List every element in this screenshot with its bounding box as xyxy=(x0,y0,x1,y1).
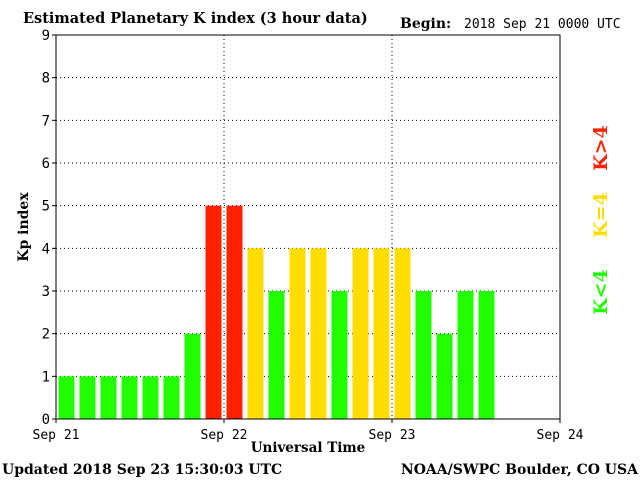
legend-k-less-4: K<4 xyxy=(590,269,612,315)
kp-bar xyxy=(247,248,264,419)
chart-title: Estimated Planetary K index (3 hour data… xyxy=(23,10,368,27)
kp-bar xyxy=(79,376,96,419)
y-tick-label: 2 xyxy=(42,327,50,343)
kp-bar xyxy=(184,333,201,419)
kp-bar xyxy=(394,248,411,419)
kp-bar xyxy=(478,291,495,419)
y-tick-label: 9 xyxy=(42,28,50,44)
grid-lines xyxy=(56,35,560,419)
kp-bar xyxy=(205,205,222,419)
kp-bar xyxy=(100,376,117,419)
y-tick-label: 3 xyxy=(42,284,50,300)
kp-bar xyxy=(268,291,285,419)
x-axis-ticks: Sep 21 Sep 22 Sep 23 Sep 24 xyxy=(33,419,584,443)
legend-k-greater-4: K>4 xyxy=(590,125,612,171)
x-tick-label: Sep 22 xyxy=(201,428,248,443)
begin-date: 2018 Sep 21 0000 UTC xyxy=(464,17,621,32)
y-tick-label: 6 xyxy=(42,156,50,172)
legend-k-equal-4: K=4 xyxy=(590,192,612,238)
x-tick-label: Sep 24 xyxy=(537,428,584,443)
kp-bar xyxy=(331,291,348,419)
y-tick-label: 7 xyxy=(42,113,50,129)
y-tick-label: 4 xyxy=(42,241,50,257)
begin-label: Begin: xyxy=(400,16,451,32)
y-tick-label: 5 xyxy=(42,199,50,215)
bar-series xyxy=(58,205,495,419)
updated-timestamp: Updated 2018 Sep 23 15:30:03 UTC xyxy=(2,462,282,478)
x-tick-label: Sep 21 xyxy=(33,428,80,443)
kp-bar xyxy=(373,248,390,419)
source-credit: NOAA/SWPC Boulder, CO USA xyxy=(401,462,639,478)
y-tick-label: 1 xyxy=(42,369,50,385)
plot-frame xyxy=(55,34,561,420)
kp-bar xyxy=(226,205,243,419)
x-tick-label: Sep 23 xyxy=(369,428,416,443)
x-axis-label: Universal Time xyxy=(251,440,366,456)
kp-bar xyxy=(310,248,327,419)
kp-bar xyxy=(289,248,306,419)
y-axis-label: Kp index xyxy=(16,192,32,262)
kp-bar xyxy=(352,248,369,419)
kp-bar xyxy=(142,376,159,419)
kp-bar xyxy=(415,291,432,419)
kp-bar xyxy=(436,333,453,419)
y-tick-label: 0 xyxy=(42,412,50,428)
y-tick-label: 8 xyxy=(42,71,50,87)
kp-bar xyxy=(58,376,75,419)
y-axis-ticks: 0 1 2 3 4 5 6 7 8 9 xyxy=(42,28,56,428)
kp-bar xyxy=(121,376,138,419)
kp-bar xyxy=(457,291,474,419)
kp-bar xyxy=(163,376,180,419)
